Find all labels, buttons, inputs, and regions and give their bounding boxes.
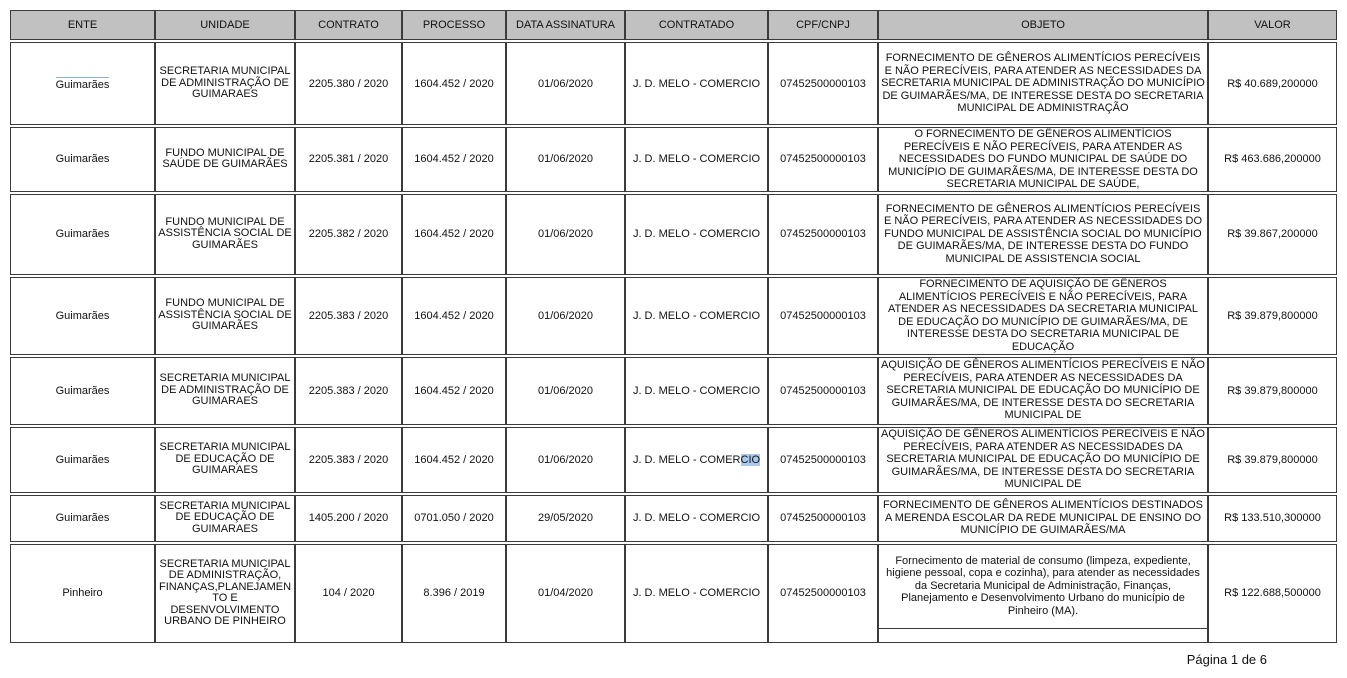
cell-contrato: 2205.382 / 2020 (295, 193, 402, 275)
cell-unidade: SECRETARIA MUNICIPAL DE ADMINISTRAÇÃO DE… (155, 356, 295, 425)
cell-ente: Guimarães (10, 42, 155, 125)
cell-ente: Guimarães (10, 276, 155, 355)
cell-cpf-cnpj: 07452500000103 (768, 42, 878, 125)
cell-ente: Guimarães (10, 494, 155, 542)
cell-objeto: AQUISIÇÃO DE GÊNEROS ALIMENTÍCIOS PERECÍ… (878, 426, 1208, 493)
cell-processo: 1604.452 / 2020 (402, 193, 506, 275)
cell-contratado: J. D. MELO - COMERCIO (625, 356, 768, 425)
cell-cpf-cnpj: 07452500000103 (768, 543, 878, 643)
table-row: Guimarães FUNDO MUNICIPAL DE ASSISTÊNCIA… (10, 193, 1337, 275)
col-header-processo: PROCESSO (402, 10, 506, 40)
cell-contrato: 2205.383 / 2020 (295, 356, 402, 425)
cell-data-assinatura: 01/06/2020 (506, 276, 625, 355)
cell-valor: R$ 39.867,200000 (1208, 193, 1337, 275)
cell-processo: 1604.452 / 2020 (402, 127, 506, 192)
cell-objeto: O FORNECIMENTO DE GÊNEROS ALIMENTÍCIOS P… (878, 127, 1208, 192)
cell-objeto: FORNECIMENTO DE GÊNEROS ALIMENTÍCIOS PER… (878, 42, 1208, 125)
cell-data-assinatura: 01/04/2020 (506, 543, 625, 643)
cell-processo: 1604.452 / 2020 (402, 276, 506, 355)
cell-valor: R$ 39.879,800000 (1208, 356, 1337, 425)
cell-cpf-cnpj: 07452500000103 (768, 426, 878, 493)
cell-contratado: J. D. MELO - COMERCIO (625, 494, 768, 542)
cell-valor: R$ 40.689,200000 (1208, 42, 1337, 125)
contracts-table: ENTE UNIDADE CONTRATO PROCESSO DATA ASSI… (10, 8, 1337, 645)
cell-contrato: 1405.200 / 2020 (295, 494, 402, 542)
cell-data-assinatura: 01/06/2020 (506, 426, 625, 493)
cell-contratado: J. D. MELO - COMERCIO (625, 543, 768, 643)
page-indicator: Página 1 de 6 (1186, 652, 1267, 667)
cell-ente: Guimarães (10, 426, 155, 493)
cell-contratado: J. D. MELO - COMERCIO (625, 276, 768, 355)
cell-data-assinatura: 01/06/2020 (506, 356, 625, 425)
cell-valor: R$ 39.879,800000 (1208, 276, 1337, 355)
contratado-text: J. D. MELO - COMER (632, 453, 741, 466)
table-row: Guimarães FUNDO MUNICIPAL DE ASSISTÊNCIA… (10, 276, 1337, 355)
cell-processo: 1604.452 / 2020 (402, 356, 506, 425)
cell-objeto: FORNECIMENTO DE GÊNEROS ALIMENTÍCIOS DES… (878, 494, 1208, 542)
cell-objeto: Fornecimento de material de consumo (lim… (878, 543, 1208, 643)
objeto-empty-subcell (879, 629, 1207, 642)
cell-unidade: SECRETARIA MUNICIPAL DE EDUCAÇÃO DE GUIM… (155, 494, 295, 542)
table-row: Guimarães SECRETARIA MUNICIPAL DE ADMINI… (10, 356, 1337, 425)
col-header-objeto: OBJETO (878, 10, 1208, 40)
cell-ente: Guimarães (10, 127, 155, 192)
col-header-unidade: UNIDADE (155, 10, 295, 40)
col-header-data-assinatura: DATA ASSINATURA (506, 10, 625, 40)
col-header-ente: ENTE (10, 10, 155, 40)
cell-ente: Pinheiro (10, 543, 155, 643)
table-row: Guimarães SECRETARIA MUNICIPAL DE EDUCAÇ… (10, 494, 1337, 542)
cell-unidade: SECRETARIA MUNICIPAL DE EDUCAÇÃO DE GUIM… (155, 426, 295, 493)
ente-text-with-overline: Guimarães (55, 76, 110, 91)
cell-unidade: FUNDO MUNICIPAL DE ASSISTÊNCIA SOCIAL DE… (155, 193, 295, 275)
objeto-text-box: Fornecimento de material de consumo (lim… (879, 545, 1207, 629)
cell-contrato: 2205.383 / 2020 (295, 426, 402, 493)
table-row: Guimarães FUNDO MUNICIPAL DE SAÚDE DE GU… (10, 127, 1337, 192)
cell-processo: 0701.050 / 2020 (402, 494, 506, 542)
selected-text-highlight: CIO (740, 453, 761, 466)
cell-contrato: 2205.380 / 2020 (295, 42, 402, 125)
col-header-contrato: CONTRATO (295, 10, 402, 40)
cell-valor: R$ 133.510,300000 (1208, 494, 1337, 542)
cell-cpf-cnpj: 07452500000103 (768, 193, 878, 275)
cell-data-assinatura: 01/06/2020 (506, 193, 625, 275)
cell-contratado: J. D. MELO - COMERCIO (625, 42, 768, 125)
cell-data-assinatura: 01/06/2020 (506, 42, 625, 125)
col-header-valor: VALOR (1208, 10, 1337, 40)
cell-contrato: 2205.383 / 2020 (295, 276, 402, 355)
cell-ente: Guimarães (10, 193, 155, 275)
cell-contrato: 2205.381 / 2020 (295, 127, 402, 192)
cell-contrato: 104 / 2020 (295, 543, 402, 643)
cell-processo: 1604.452 / 2020 (402, 42, 506, 125)
cell-valor: R$ 122.688,500000 (1208, 543, 1337, 643)
cell-ente: Guimarães (10, 356, 155, 425)
cell-contratado: J. D. MELO - COMERCIO (625, 426, 768, 493)
cell-objeto: AQUISIÇÃO DE GÊNEROS ALIMENTÍCIOS PERECÍ… (878, 356, 1208, 425)
table-row: Pinheiro SECRETARIA MUNICIPAL DE ADMINIS… (10, 543, 1337, 643)
cell-unidade: FUNDO MUNICIPAL DE ASSISTÊNCIA SOCIAL DE… (155, 276, 295, 355)
cell-valor: R$ 39.879,800000 (1208, 426, 1337, 493)
cell-unidade: SECRETARIA MUNICIPAL DE ADMINISTRAÇÃO DE… (155, 42, 295, 125)
col-header-cpf-cnpj: CPF/CNPJ (768, 10, 878, 40)
table-row: Guimarães SECRETARIA MUNICIPAL DE EDUCAÇ… (10, 426, 1337, 493)
table-row: Guimarães SECRETARIA MUNICIPAL DE ADMINI… (10, 42, 1337, 125)
cell-objeto: FORNECIMENTO DE AQUISIÇÃO DE GÊNEROS ALI… (878, 276, 1208, 355)
table-header-row: ENTE UNIDADE CONTRATO PROCESSO DATA ASSI… (10, 10, 1337, 40)
cell-data-assinatura: 01/06/2020 (506, 127, 625, 192)
cell-data-assinatura: 29/05/2020 (506, 494, 625, 542)
cell-contratado: J. D. MELO - COMERCIO (625, 193, 768, 275)
cell-cpf-cnpj: 07452500000103 (768, 494, 878, 542)
cell-cpf-cnpj: 07452500000103 (768, 276, 878, 355)
cell-valor: R$ 463.686,200000 (1208, 127, 1337, 192)
col-header-contratado: CONTRATADO (625, 10, 768, 40)
cell-processo: 1604.452 / 2020 (402, 426, 506, 493)
cell-objeto: FORNECIMENTO DE GÊNEROS ALIMENTÍCIOS PER… (878, 193, 1208, 275)
cell-unidade: FUNDO MUNICIPAL DE SAÚDE DE GUIMARÃES (155, 127, 295, 192)
cell-processo: 8.396 / 2019 (402, 543, 506, 643)
cell-contratado: J. D. MELO - COMERCIO (625, 127, 768, 192)
cell-unidade: SECRETARIA MUNICIPAL DE ADMINISTRAÇÃO, F… (155, 543, 295, 643)
cell-cpf-cnpj: 07452500000103 (768, 127, 878, 192)
cell-cpf-cnpj: 07452500000103 (768, 356, 878, 425)
